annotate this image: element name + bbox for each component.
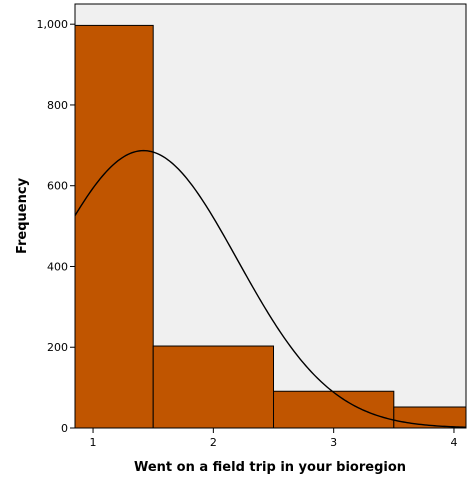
y-tick-label-0: 0 bbox=[61, 422, 68, 435]
y-tick-label-5: 1,000 bbox=[37, 18, 69, 31]
y-tick-label-2: 400 bbox=[47, 260, 68, 273]
histogram-bar-2 bbox=[152, 345, 275, 429]
x-tick-label-0: 1 bbox=[90, 436, 97, 449]
normal-curve bbox=[74, 149, 467, 428]
x-tick-label-2: 3 bbox=[330, 436, 337, 449]
x-axis-title: Went on a field trip in your bioregion bbox=[134, 460, 406, 475]
x-tick-label-1: 2 bbox=[210, 436, 217, 449]
y-tick-label-4: 800 bbox=[47, 99, 68, 112]
x-axis: 1 2 3 4 bbox=[90, 428, 457, 449]
y-axis: 0 200 400 600 800 1,000 bbox=[37, 18, 75, 435]
y-axis-title: Frequency bbox=[15, 177, 30, 254]
histogram-bar-1 bbox=[74, 24, 154, 429]
histogram-bars bbox=[74, 24, 467, 429]
x-tick-label-3: 4 bbox=[450, 436, 457, 449]
y-tick-label-3: 600 bbox=[47, 180, 68, 193]
histogram-bar-3 bbox=[273, 390, 395, 429]
y-tick-label-1: 200 bbox=[47, 341, 68, 354]
